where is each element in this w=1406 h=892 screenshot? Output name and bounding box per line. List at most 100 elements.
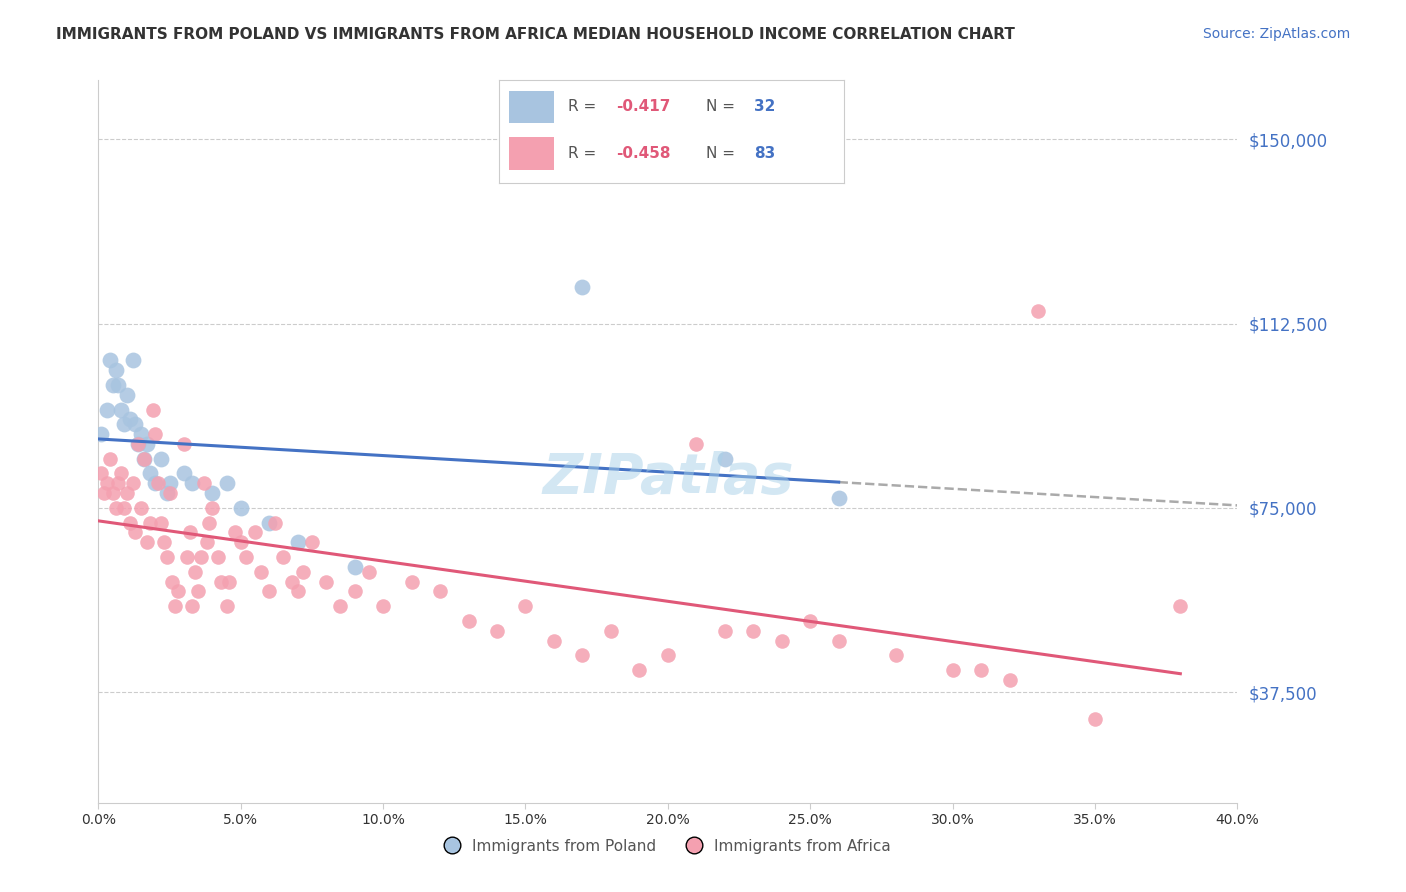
Point <box>167 584 190 599</box>
Point <box>129 500 152 515</box>
Point <box>264 516 287 530</box>
Point <box>107 378 129 392</box>
Point <box>93 486 115 500</box>
Point <box>259 584 281 599</box>
Point <box>259 516 281 530</box>
Point <box>138 516 160 530</box>
Point <box>998 673 1021 687</box>
Point <box>287 584 309 599</box>
Point <box>207 549 229 564</box>
Point <box>198 516 221 530</box>
Point <box>742 624 765 638</box>
Bar <box>509 136 554 169</box>
Point <box>124 525 146 540</box>
Point <box>159 486 181 500</box>
Point <box>243 525 266 540</box>
Point <box>127 437 149 451</box>
Point <box>190 549 212 564</box>
Point <box>101 378 124 392</box>
Point <box>429 584 451 599</box>
Point <box>571 648 593 663</box>
Point <box>112 500 135 515</box>
Text: -0.417: -0.417 <box>616 99 671 114</box>
Point <box>181 599 204 614</box>
Point <box>600 624 623 638</box>
Point <box>115 388 138 402</box>
Point <box>287 535 309 549</box>
Point <box>315 574 337 589</box>
Point <box>224 525 246 540</box>
Point <box>148 476 170 491</box>
Point <box>107 476 129 491</box>
Point <box>118 412 141 426</box>
Point <box>181 476 204 491</box>
Point <box>165 599 187 614</box>
Point <box>112 417 135 432</box>
Point <box>970 663 993 677</box>
Point <box>173 437 195 451</box>
Text: ZIPatlas: ZIPatlas <box>543 450 793 505</box>
Point <box>145 427 167 442</box>
Point <box>1026 304 1049 318</box>
Bar <box>509 91 554 123</box>
Point <box>98 451 121 466</box>
Point <box>115 486 138 500</box>
Point <box>96 476 118 491</box>
Point <box>193 476 215 491</box>
Text: R =: R = <box>568 99 602 114</box>
Point <box>229 535 252 549</box>
Point <box>828 491 851 505</box>
Point <box>150 451 173 466</box>
Point <box>685 437 707 451</box>
Point <box>156 549 179 564</box>
Point <box>770 633 793 648</box>
Point <box>235 549 257 564</box>
Point <box>135 437 157 451</box>
Point <box>301 535 323 549</box>
Point <box>162 574 184 589</box>
Point <box>145 476 167 491</box>
Point <box>129 427 152 442</box>
Point <box>714 624 737 638</box>
Point <box>179 525 201 540</box>
Point <box>110 467 132 481</box>
Point <box>884 648 907 663</box>
Point <box>121 353 143 368</box>
Point <box>373 599 395 614</box>
Point <box>515 599 537 614</box>
Point <box>1170 599 1192 614</box>
Point <box>329 599 352 614</box>
Point <box>215 599 238 614</box>
Text: 32: 32 <box>754 99 776 114</box>
Text: N =: N = <box>706 145 740 161</box>
Point <box>132 451 155 466</box>
Point <box>1084 712 1107 726</box>
Point <box>98 353 121 368</box>
Text: -0.458: -0.458 <box>616 145 671 161</box>
Point <box>195 535 218 549</box>
Point <box>543 633 565 648</box>
Point <box>132 451 155 466</box>
Legend: Immigrants from Poland, Immigrants from Africa: Immigrants from Poland, Immigrants from … <box>439 832 897 860</box>
Point <box>401 574 423 589</box>
Point <box>159 476 181 491</box>
Point <box>218 574 240 589</box>
Point <box>714 451 737 466</box>
Text: 83: 83 <box>754 145 775 161</box>
Point <box>138 467 160 481</box>
Point <box>150 516 173 530</box>
Point <box>124 417 146 432</box>
Point <box>281 574 304 589</box>
Point <box>101 486 124 500</box>
Point <box>229 500 252 515</box>
Point <box>104 500 127 515</box>
Point <box>96 402 118 417</box>
Text: N =: N = <box>706 99 740 114</box>
Point <box>628 663 651 677</box>
Point <box>942 663 965 677</box>
Point <box>657 648 679 663</box>
Point <box>156 486 179 500</box>
Point <box>828 633 851 648</box>
Point <box>110 402 132 417</box>
Text: Source: ZipAtlas.com: Source: ZipAtlas.com <box>1202 27 1350 41</box>
